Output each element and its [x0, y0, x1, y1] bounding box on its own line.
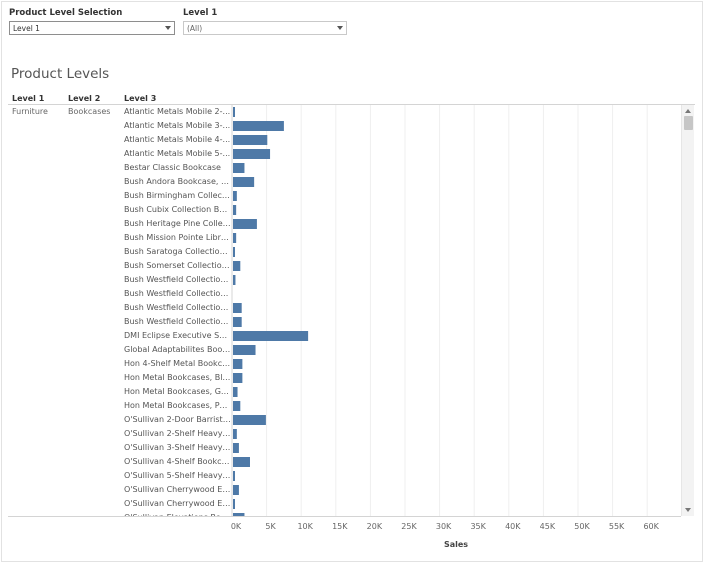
x-tick-label: 30K — [435, 522, 452, 531]
sales-bar[interactable] — [233, 303, 242, 313]
x-tick-label: 40K — [505, 522, 521, 531]
x-tick-label: 20K — [366, 522, 383, 531]
level1-cell: Furniture — [12, 107, 48, 116]
column-header-level3[interactable]: Level 3 — [124, 94, 157, 103]
x-tick-label: 10K — [297, 522, 313, 531]
level2-cell: Bookcases — [68, 107, 111, 116]
level1-filter-dropdown[interactable]: (All) — [183, 21, 347, 35]
sales-bar[interactable] — [233, 219, 257, 229]
sales-bar[interactable] — [233, 247, 235, 257]
sales-bar[interactable] — [233, 415, 266, 425]
sales-bar[interactable] — [233, 149, 271, 159]
chevron-down-icon — [165, 26, 171, 30]
x-tick-label: 50K — [574, 522, 590, 531]
product-level-selection-label: Product Level Selection — [9, 8, 123, 18]
x-axis-title: Sales — [443, 540, 469, 549]
scroll-thumb[interactable] — [684, 116, 693, 130]
column-header-level2[interactable]: Level 2 — [68, 94, 101, 103]
sales-bar[interactable] — [233, 275, 236, 285]
sales-bar[interactable] — [233, 457, 250, 467]
column-header-level1[interactable]: Level 1 — [12, 94, 45, 103]
product-level-selection-dropdown[interactable]: Level 1 — [9, 21, 175, 35]
sales-bar[interactable] — [233, 485, 239, 495]
level1-filter-value: (All) — [187, 24, 203, 33]
sales-bar[interactable] — [233, 233, 237, 243]
product-level-selection-value: Level 1 — [13, 24, 40, 33]
sales-bar[interactable] — [233, 359, 243, 369]
x-tick-label: 55K — [608, 522, 625, 531]
vertical-scrollbar[interactable] — [681, 105, 694, 516]
x-tick-label: 15K — [332, 522, 348, 531]
sales-bar[interactable] — [233, 471, 235, 481]
sales-bar[interactable] — [233, 261, 241, 271]
sales-bar[interactable] — [233, 121, 284, 131]
sales-bar[interactable] — [233, 513, 245, 523]
sales-bar[interactable] — [233, 429, 237, 439]
sales-bar[interactable] — [233, 373, 243, 383]
scroll-up-icon[interactable] — [685, 109, 691, 113]
x-tick-label: 5K — [265, 522, 276, 531]
sales-bar[interactable] — [233, 401, 241, 411]
sales-bar[interactable] — [233, 345, 256, 355]
x-tick-label: 0K — [230, 522, 242, 531]
sales-bar[interactable] — [233, 205, 237, 215]
sales-bar[interactable] — [233, 387, 238, 397]
sales-bar[interactable] — [233, 331, 309, 341]
scroll-down-icon[interactable] — [685, 508, 691, 512]
x-tick-label: 60K — [643, 522, 659, 531]
x-tick-label: 45K — [539, 522, 556, 531]
sales-bar[interactable] — [233, 177, 255, 187]
sales-bar[interactable] — [233, 135, 268, 145]
sales-bar[interactable] — [233, 499, 235, 509]
sales-bar[interactable] — [233, 443, 239, 453]
chart-bottom-divider — [8, 516, 681, 517]
x-tick-label: 25K — [401, 522, 417, 531]
page-title: Product Levels — [11, 66, 110, 82]
header-divider — [8, 104, 695, 105]
x-tick-label: 35K — [470, 522, 486, 531]
sales-bar[interactable] — [233, 317, 242, 327]
sales-bar[interactable] — [233, 107, 235, 117]
chevron-down-icon — [337, 26, 343, 30]
sales-bar[interactable] — [233, 163, 245, 173]
level1-filter-label: Level 1 — [183, 8, 218, 18]
sales-bar[interactable] — [233, 191, 237, 201]
